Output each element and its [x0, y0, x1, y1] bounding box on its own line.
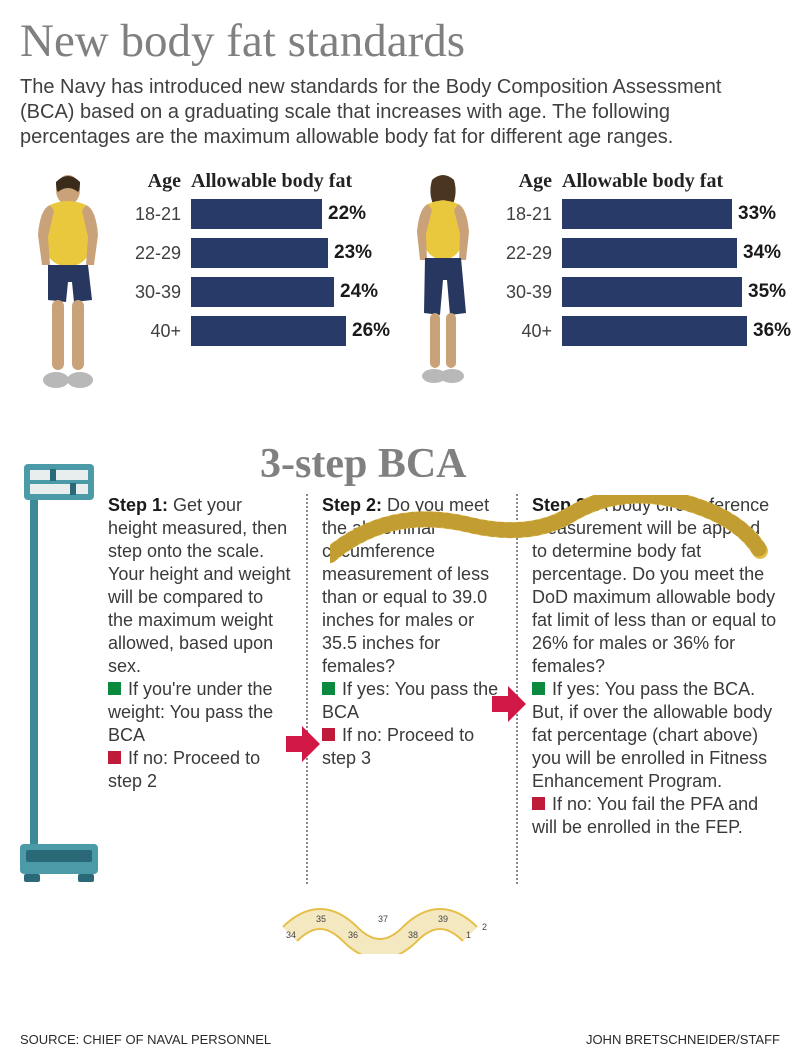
- step-section-title: 3-step BCA: [260, 440, 780, 488]
- svg-text:36: 36: [348, 930, 358, 940]
- bar: [191, 199, 322, 229]
- step2-red: If no: Proceed to step 3: [322, 725, 474, 768]
- scale-icon: [20, 464, 98, 884]
- tape-measure-top-icon: [330, 495, 770, 585]
- svg-text:39: 39: [438, 914, 448, 924]
- chart-header: Age Allowable body fat: [494, 170, 791, 193]
- step2-green: If yes: You pass the BCA: [322, 679, 498, 722]
- step1-green: If you're under the weight: You pass the…: [108, 679, 273, 745]
- fat-header: Allowable body fat: [562, 170, 723, 193]
- red-bullet-icon: [108, 751, 121, 764]
- svg-text:34: 34: [286, 930, 296, 940]
- bar-row: 30-39 24%: [123, 277, 400, 307]
- svg-text:2: 2: [482, 922, 487, 932]
- red-bullet-icon: [322, 728, 335, 741]
- male-figure-icon: [20, 170, 115, 400]
- bar: [191, 277, 334, 307]
- step1-red: If no: Proceed to step 2: [108, 748, 260, 791]
- credit-text: JOHN BRETSCHNEIDER/STAFF: [586, 1032, 780, 1047]
- svg-text:38: 38: [408, 930, 418, 940]
- step1-label: Step 1:: [108, 495, 168, 515]
- percent-label: 35%: [742, 281, 786, 303]
- age-label: 30-39: [494, 282, 562, 303]
- female-bars: Age Allowable body fat 18-21 33% 22-29 34% 3…: [494, 170, 791, 400]
- green-bullet-icon: [322, 682, 335, 695]
- percent-label: 23%: [328, 242, 372, 264]
- bar-row: 30-39 35%: [494, 277, 791, 307]
- tape-measure-bottom-icon: 34 35 36 37 38 39 1 2: [280, 894, 500, 954]
- male-bars: Age Allowable body fat 18-21 22% 22-29 23% 3…: [123, 170, 400, 400]
- percent-label: 24%: [334, 281, 378, 303]
- bar: [562, 316, 747, 346]
- bar: [562, 238, 737, 268]
- footer: SOURCE: CHIEF OF NAVAL PERSONNEL JOHN BR…: [20, 1032, 780, 1047]
- percent-label: 33%: [732, 203, 776, 225]
- step-1: Step 1: Get your height measured, then s…: [108, 494, 292, 793]
- age-header: Age: [123, 170, 191, 193]
- bar: [562, 199, 732, 229]
- page-title: New body fat standards: [20, 18, 780, 65]
- bar-row: 18-21 22%: [123, 199, 400, 229]
- bar: [191, 238, 328, 268]
- percent-label: 26%: [346, 320, 390, 342]
- age-header: Age: [494, 170, 562, 193]
- age-label: 40+: [123, 321, 191, 342]
- bar-row: 18-21 33%: [494, 199, 791, 229]
- arrow-icon: [286, 724, 320, 764]
- svg-text:37: 37: [378, 914, 388, 924]
- charts-row: Age Allowable body fat 18-21 22% 22-29 23% 3…: [20, 170, 780, 400]
- divider: [306, 494, 308, 884]
- arrow-icon: [492, 684, 526, 724]
- percent-label: 36%: [747, 320, 791, 342]
- chart-header: Age Allowable body fat: [123, 170, 400, 193]
- intro-text: The Navy has introduced new standards fo…: [20, 75, 780, 150]
- age-label: 30-39: [123, 282, 191, 303]
- male-chart-block: Age Allowable body fat 18-21 22% 22-29 23% 3…: [20, 170, 400, 400]
- red-bullet-icon: [532, 797, 545, 810]
- age-label: 18-21: [494, 204, 562, 225]
- step3-green: If yes: You pass the BCA. But, if over t…: [532, 679, 772, 791]
- bar-row: 40+ 36%: [494, 316, 791, 346]
- female-chart-block: Age Allowable body fat 18-21 33% 22-29 34% 3…: [400, 170, 780, 400]
- percent-label: 34%: [737, 242, 781, 264]
- bar-row: 22-29 23%: [123, 238, 400, 268]
- percent-label: 22%: [322, 203, 366, 225]
- age-label: 22-29: [494, 243, 562, 264]
- svg-text:1: 1: [466, 930, 471, 940]
- svg-text:35: 35: [316, 914, 326, 924]
- bar: [191, 316, 346, 346]
- bar: [562, 277, 742, 307]
- age-label: 18-21: [123, 204, 191, 225]
- female-figure-icon: [400, 170, 486, 400]
- green-bullet-icon: [108, 682, 121, 695]
- age-label: 22-29: [123, 243, 191, 264]
- fat-header: Allowable body fat: [191, 170, 352, 193]
- green-bullet-icon: [532, 682, 545, 695]
- source-text: SOURCE: CHIEF OF NAVAL PERSONNEL: [20, 1032, 271, 1047]
- step1-body: Get your height measured, then step onto…: [108, 495, 290, 676]
- step3-red: If no: You fail the PFA and will be enro…: [532, 794, 758, 837]
- bar-row: 40+ 26%: [123, 316, 400, 346]
- age-label: 40+: [494, 321, 562, 342]
- bar-row: 22-29 34%: [494, 238, 791, 268]
